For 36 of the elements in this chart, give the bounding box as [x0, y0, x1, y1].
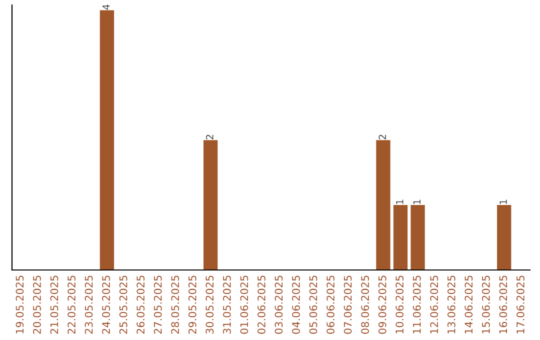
x-tick-label: 12.06.2025	[430, 276, 438, 334]
data-label: 2	[206, 134, 214, 140]
x-tick-label: 01.06.2025	[240, 276, 248, 334]
x-tick-label: 13.06.2025	[447, 276, 456, 334]
x-tick-label: 30.05.2025	[206, 276, 214, 334]
x-tick-label: 02.06.2025	[258, 276, 266, 334]
data-label: 4	[102, 4, 110, 10]
x-tick-label: 29.05.2025	[188, 276, 196, 334]
data-label: 2	[378, 134, 386, 140]
x-tick-label: 15.06.2025	[482, 276, 490, 334]
data-label: 1	[413, 200, 420, 204]
x-tick-label: 25.05.2025	[119, 276, 128, 334]
x-tick-label: 04.06.2025	[292, 276, 300, 334]
x-tick-label: 23.05.2025	[84, 276, 93, 334]
x-tick-label: 28.05.2025	[171, 276, 180, 334]
x-tick-label: 24.05.2025	[102, 276, 110, 334]
x-tick-label: 16.06.2025	[499, 276, 508, 334]
data-label: 1	[396, 200, 404, 204]
x-tick-label: 21.05.2025	[50, 276, 58, 334]
x-tick-label: 03.06.2025	[274, 276, 283, 334]
x-tick-label: 31.05.2025	[222, 276, 231, 334]
x-tick-label: 17.06.2025	[516, 276, 524, 334]
x-tick-label: 19.05.2025	[16, 276, 24, 334]
x-tick-label: 07.06.2025	[344, 276, 352, 334]
x-tick-label: 22.05.2025	[68, 276, 76, 334]
x-tick-label: 05.06.2025	[309, 276, 318, 334]
x-tick-label: 06.06.2025	[326, 276, 334, 334]
x-tick-label: 26.05.2025	[136, 276, 145, 334]
x-tick-label: 10.06.2025	[396, 276, 404, 334]
x-tick-label: 14.06.2025	[464, 276, 473, 334]
data-label: 1	[500, 200, 507, 204]
x-tick-label: 11.06.2025	[412, 276, 421, 334]
x-tick-label: 20.05.2025	[33, 276, 41, 334]
x-tick-label: 08.06.2025	[361, 276, 369, 334]
x-tick-label: 09.06.2025	[378, 276, 386, 334]
x-tick-label: 27.05.2025	[154, 276, 162, 334]
